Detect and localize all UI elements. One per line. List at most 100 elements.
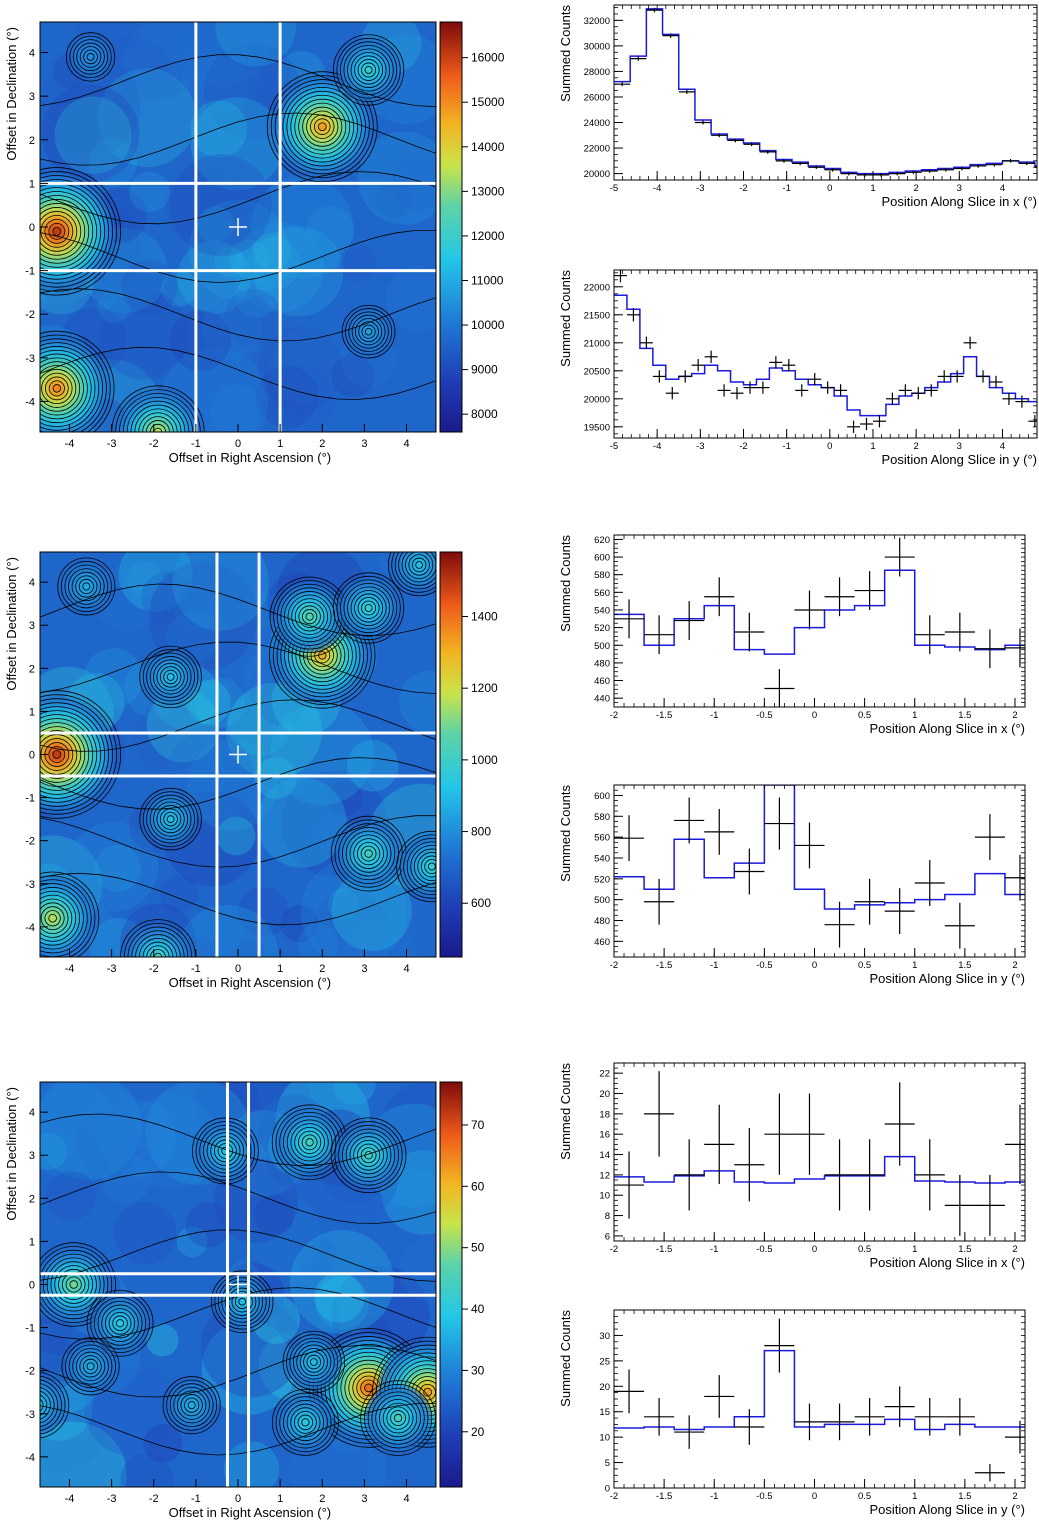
- source-contour: [72, 1348, 109, 1385]
- source-contour: [79, 1355, 102, 1378]
- profile-x-axis-label: Position Along Slice in x (°): [882, 194, 1038, 209]
- map-texture-blob: [99, 290, 190, 380]
- map-y-tick-label: 2: [29, 135, 35, 147]
- profile-x-tick-label: -5: [610, 183, 618, 194]
- source-glow: [365, 850, 372, 857]
- profile-x-axis-label: Position Along Slice in x (°): [870, 721, 1026, 736]
- map-texture-blob: [403, 204, 436, 238]
- sky-map-2: -4 -3 -2 -1 0 1 2 3 4 -4 -3 -2 -1 0 1 2 3 4 Offset in Righ…: [4, 551, 498, 990]
- map-y-tick-label: 1: [29, 178, 35, 190]
- map-x-tick-label: -1: [191, 963, 201, 975]
- source-contour: [270, 75, 374, 179]
- source-contour: [40, 1398, 44, 1412]
- profile-x-tick-label: -2: [739, 183, 747, 194]
- profile-x-tick-label: 0: [827, 441, 832, 452]
- source-contour: [169, 1383, 214, 1427]
- source-contour: [139, 645, 202, 709]
- source-glow: [167, 673, 174, 681]
- source-glow: [40, 1399, 43, 1411]
- profile-x-tick-label: -1: [710, 710, 718, 721]
- source-contour: [83, 49, 98, 65]
- source-glow: [83, 583, 90, 590]
- profile-x-tick-label: 1.5: [958, 1244, 971, 1255]
- source-contour: [40, 361, 84, 416]
- map-texture-blob: [270, 701, 374, 806]
- source-glow: [154, 953, 162, 957]
- profile-y-tick-label: 540: [594, 853, 610, 864]
- source-contour: [65, 1276, 82, 1293]
- source-contour: [211, 1270, 274, 1333]
- source-contour: [217, 1143, 234, 1159]
- map-y-tick-label: 1: [29, 706, 35, 718]
- map-texture-blob: [121, 259, 178, 316]
- map-texture-blob: [185, 1202, 231, 1248]
- map-y-tick-label: -3: [25, 353, 35, 365]
- source-contour: [357, 59, 380, 81]
- source-contour: [159, 808, 182, 830]
- source-contour: [163, 669, 178, 685]
- source-contour: [330, 1117, 407, 1194]
- source-contour: [289, 1337, 339, 1387]
- source-contour: [163, 811, 178, 827]
- profile-x-tick-label: -0.5: [756, 960, 772, 971]
- source-contour: [393, 1413, 403, 1423]
- colorbar-tick-label: 50: [471, 1241, 485, 1255]
- profile-x-tick-label: 1.5: [958, 960, 971, 971]
- map-texture-blob: [229, 239, 269, 279]
- source-glow: [53, 750, 61, 759]
- source-contour: [54, 1265, 94, 1304]
- source-contour: [360, 1380, 436, 1456]
- map-texture-blob: [339, 244, 377, 282]
- profile-x-axis-label: Position Along Slice in y (°): [882, 452, 1038, 467]
- source-contour: [40, 195, 94, 268]
- source-glow: [87, 53, 94, 61]
- profile-x-tick-label: 0: [812, 960, 817, 971]
- source-contour: [104, 1308, 136, 1339]
- profile-frame: [613, 1062, 1026, 1242]
- map-texture-blob: [250, 176, 354, 279]
- source-contour: [364, 66, 373, 74]
- profile-x-tick-label: 3: [957, 183, 962, 194]
- colorbar: [439, 1081, 463, 1488]
- source-contour: [305, 612, 314, 621]
- source-contour: [40, 730, 82, 779]
- map-x-tick-label: -3: [107, 963, 117, 975]
- source-contour: [40, 346, 100, 431]
- source-glow: [49, 914, 57, 922]
- source-contour: [347, 48, 391, 92]
- source-contour: [146, 652, 195, 702]
- profile-body: [614, 270, 1037, 433]
- map-texture-blob: [194, 677, 245, 728]
- source-contour: [343, 582, 394, 634]
- profile-x-tick-label: -1.5: [656, 1244, 672, 1255]
- map-x-tick-label: -2: [149, 1493, 159, 1505]
- map-x-tick-label: 0: [235, 963, 241, 975]
- source-contour: [350, 51, 387, 88]
- source-glow: [364, 1384, 373, 1392]
- profile-y-tick-label: 0: [605, 1484, 610, 1495]
- map-y-axis-label: Offset in Declination (°): [4, 1087, 19, 1221]
- background-contour: [40, 229, 436, 283]
- source-contour: [411, 557, 427, 573]
- map-y-tick-label: -2: [25, 309, 35, 321]
- map-texture-blob: [190, 100, 248, 158]
- source-contour: [290, 94, 355, 159]
- profile-y-tick-label: 560: [594, 833, 610, 844]
- slice-profile-1: -5 -4 -3 -2 -1 0 1 2 3 4 20000 22000 24000 26000 28000…: [558, 4, 1038, 209]
- map-texture-blob: [176, 904, 279, 957]
- source-contour: [399, 834, 436, 899]
- source-contour: [48, 746, 66, 763]
- profile-y-axis-label: Summed Counts: [558, 535, 573, 632]
- profile-y-tick-label: 580: [594, 812, 610, 823]
- source-contour: [345, 1132, 392, 1179]
- background-contour: [40, 1403, 436, 1456]
- map-texture-blob: [97, 68, 197, 168]
- profile-x-tick-label: -2: [610, 710, 618, 721]
- map-y-tick-label: 2: [29, 663, 35, 675]
- colorbar-tick-label: 600: [471, 896, 491, 910]
- profile-y-tick-label: 6: [605, 1231, 610, 1242]
- map-y-tick-label: 2: [29, 1193, 35, 1205]
- source-contour: [40, 199, 90, 264]
- source-contour: [364, 849, 373, 858]
- colorbar: [439, 551, 463, 958]
